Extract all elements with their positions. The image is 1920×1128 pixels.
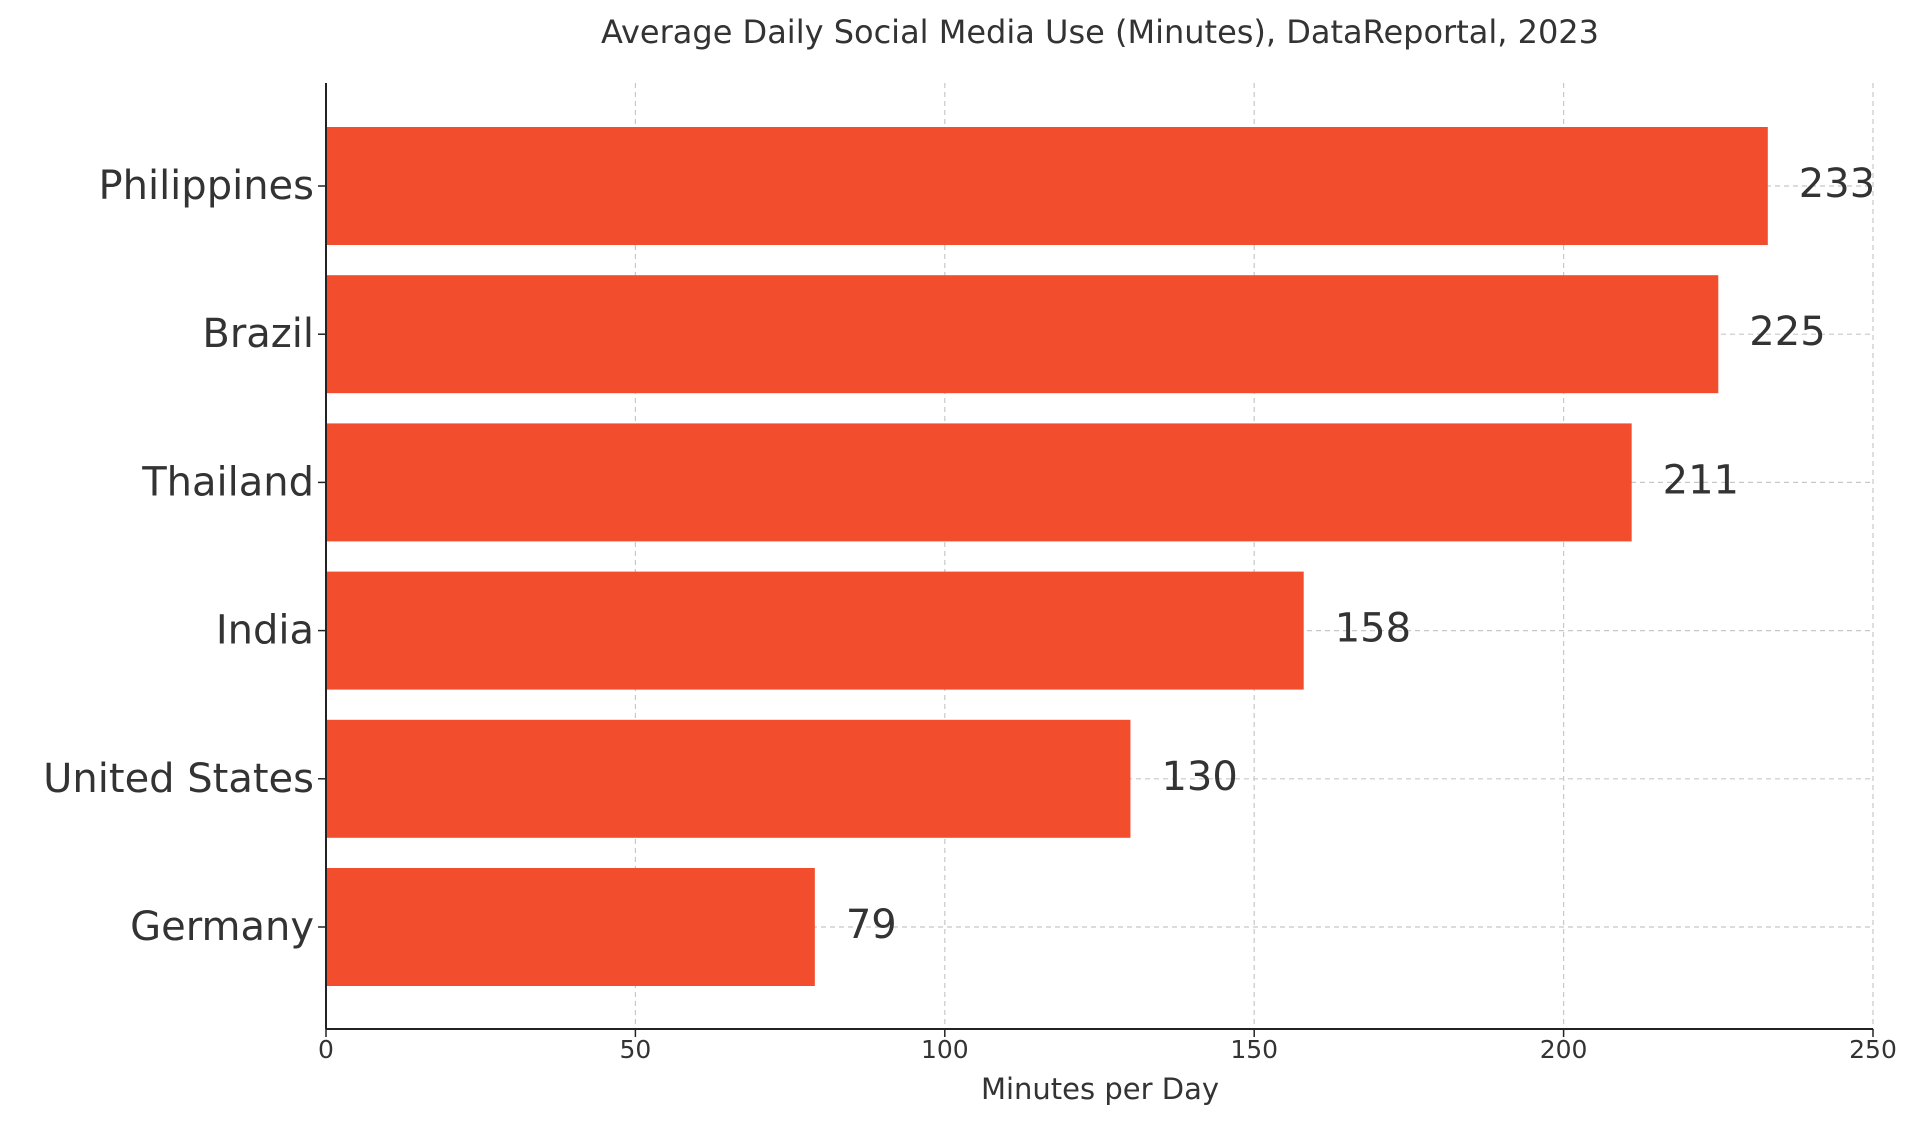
value-label: 158	[1335, 606, 1411, 652]
x-tick-label: 250	[1849, 1035, 1897, 1064]
y-tick-label: India	[216, 608, 314, 654]
x-axis-label: Minutes per Day	[981, 1072, 1219, 1106]
value-label: 211	[1663, 457, 1739, 503]
y-tick-label: Thailand	[141, 459, 314, 505]
x-tick-label: 100	[921, 1035, 969, 1064]
x-tick-label: 0	[318, 1035, 334, 1064]
bar	[326, 868, 815, 986]
value-label: 225	[1749, 309, 1825, 355]
x-tick-label: 50	[619, 1035, 651, 1064]
x-tick-label: 150	[1230, 1035, 1278, 1064]
value-label: 130	[1161, 754, 1237, 800]
y-tick-label: United States	[43, 756, 314, 802]
y-tick-label: Philippines	[98, 163, 314, 209]
x-tick-label: 200	[1540, 1035, 1588, 1064]
bar	[326, 127, 1768, 245]
y-tick-label: Germany	[130, 904, 314, 950]
bar	[326, 275, 1719, 394]
bar	[326, 423, 1632, 542]
value-label: 79	[846, 902, 897, 948]
value-label: 233	[1799, 161, 1875, 207]
y-tick-label: Brazil	[202, 311, 314, 357]
bar	[326, 571, 1304, 690]
bar	[326, 719, 1131, 838]
chart-title: Average Daily Social Media Use (Minutes)…	[601, 13, 1599, 51]
